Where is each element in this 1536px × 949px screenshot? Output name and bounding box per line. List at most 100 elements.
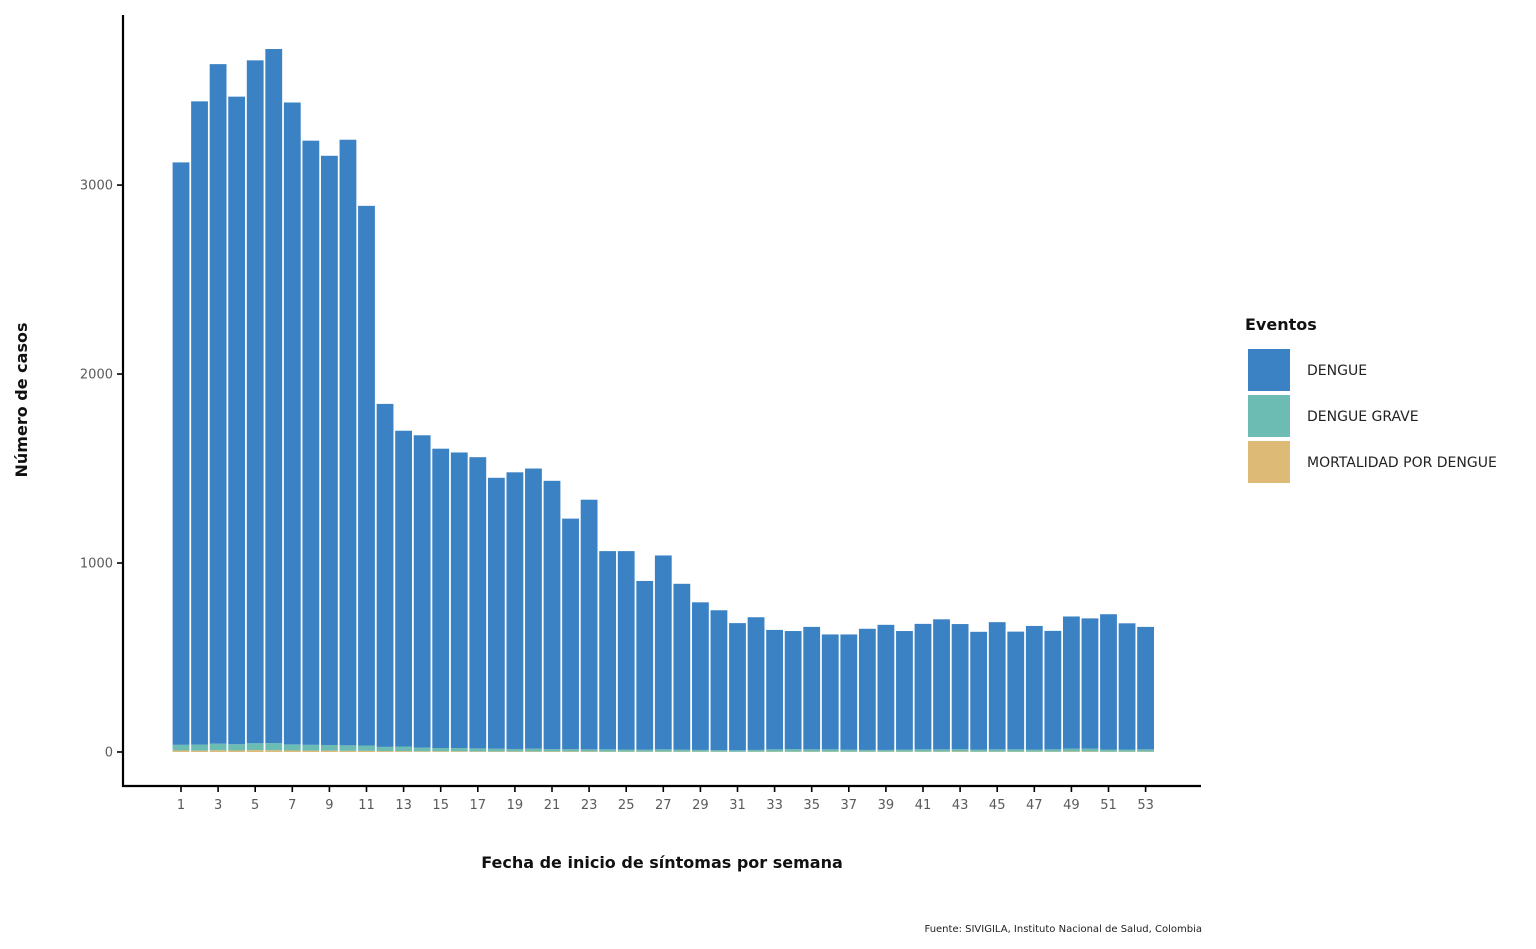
bar-dengue-week-28 xyxy=(673,583,691,750)
bar-dengue-week-24 xyxy=(599,551,617,750)
bar-dengue-week-16 xyxy=(450,452,468,749)
bar-dengue-grave-week-38 xyxy=(858,749,876,752)
bar-dengue-week-36 xyxy=(821,634,839,750)
bar-dengue-week-19 xyxy=(506,472,524,749)
bar-dengue-grave-week-22 xyxy=(562,749,579,752)
bar-dengue-week-53 xyxy=(1137,626,1154,750)
bar-dengue-week-35 xyxy=(803,626,821,750)
bar-mortalidad-por-dengue-week-2 xyxy=(191,750,208,752)
x-tick-label-11: 11 xyxy=(358,798,375,813)
x-tick-label-5: 5 xyxy=(251,798,259,813)
bar-mortalidad-por-dengue-week-49 xyxy=(1063,751,1080,752)
bar-dengue-week-11 xyxy=(358,205,375,746)
bar-dengue-week-21 xyxy=(543,480,561,750)
bar-dengue-week-42 xyxy=(933,619,950,750)
bar-dengue-grave-week-19 xyxy=(506,748,524,752)
bar-dengue-grave-week-17 xyxy=(469,748,487,752)
bar-mortalidad-por-dengue-week-22 xyxy=(562,751,579,752)
y-tick-label-1000: 1000 xyxy=(80,557,113,572)
bar-dengue-week-8 xyxy=(302,140,320,745)
bar-mortalidad-por-dengue-week-50 xyxy=(1081,751,1099,752)
bar-dengue-grave-week-1 xyxy=(172,744,190,751)
bar-dengue-grave-week-36 xyxy=(821,749,839,752)
bar-dengue-grave-week-28 xyxy=(673,749,691,752)
bar-dengue-grave-week-52 xyxy=(1118,749,1136,752)
bar-dengue-grave-week-9 xyxy=(321,744,338,751)
bar-dengue-week-33 xyxy=(766,629,783,750)
bar-dengue-week-22 xyxy=(562,518,579,750)
bar-dengue-week-32 xyxy=(747,617,765,750)
bar-dengue-week-20 xyxy=(525,468,542,749)
bar-dengue-grave-week-39 xyxy=(877,749,895,752)
bar-dengue-week-44 xyxy=(970,631,988,750)
x-tick-label-21: 21 xyxy=(544,798,561,813)
bar-mortalidad-por-dengue-week-12 xyxy=(376,751,394,752)
y-tick-label-3000: 3000 xyxy=(80,179,113,194)
bar-mortalidad-por-dengue-week-13 xyxy=(395,751,412,752)
bar-dengue-grave-week-29 xyxy=(692,749,709,752)
x-tick-label-31: 31 xyxy=(729,798,746,813)
bar-mortalidad-por-dengue-week-43 xyxy=(951,751,969,752)
x-tick-label-43: 43 xyxy=(952,798,969,813)
legend-key-mortalidad-por-dengue xyxy=(1248,441,1290,483)
bar-dengue-grave-week-23 xyxy=(580,749,598,752)
y-tick-label-0: 0 xyxy=(105,745,113,760)
x-tick-label-7: 7 xyxy=(288,798,296,813)
x-axis-title: Fecha de inicio de síntomas por semana xyxy=(481,853,843,872)
bar-dengue-grave-week-12 xyxy=(376,746,394,752)
bar-dengue-week-25 xyxy=(617,551,635,750)
bar-mortalidad-por-dengue-week-10 xyxy=(339,750,357,752)
x-tick-label-19: 19 xyxy=(507,798,524,813)
bar-mortalidad-por-dengue-week-20 xyxy=(525,751,542,752)
x-tick-label-41: 41 xyxy=(915,798,932,813)
x-tick-label-51: 51 xyxy=(1100,798,1117,813)
bar-dengue-week-52 xyxy=(1118,623,1136,750)
bar-dengue-grave-week-4 xyxy=(228,744,246,751)
bar-dengue-week-45 xyxy=(988,622,1006,750)
x-tick-label-47: 47 xyxy=(1026,798,1043,813)
bar-dengue-grave-week-16 xyxy=(450,748,468,752)
bar-dengue-grave-week-18 xyxy=(487,748,505,752)
x-tick-label-23: 23 xyxy=(581,798,598,813)
bar-mortalidad-por-dengue-week-19 xyxy=(506,751,524,752)
x-tick-label-39: 39 xyxy=(878,798,895,813)
x-tick-label-35: 35 xyxy=(803,798,820,813)
bar-dengue-grave-week-44 xyxy=(970,749,988,752)
y-tick-label-2000: 2000 xyxy=(80,368,113,383)
x-tick-label-9: 9 xyxy=(325,798,333,813)
bar-dengue-grave-week-7 xyxy=(283,744,301,751)
bar-mortalidad-por-dengue-week-7 xyxy=(283,750,301,752)
bar-dengue-grave-week-34 xyxy=(784,749,802,752)
legend: Eventos DENGUE DENGUE GRAVE MORTALIDAD POR… xyxy=(1245,315,1497,483)
x-tick-label-15: 15 xyxy=(432,798,449,813)
bar-dengue-week-27 xyxy=(654,555,672,750)
bar-dengue-week-47 xyxy=(1025,625,1043,750)
bar-mortalidad-por-dengue-week-1 xyxy=(172,750,190,752)
bar-dengue-week-5 xyxy=(246,60,264,744)
bar-mortalidad-por-dengue-week-4 xyxy=(228,750,246,752)
bar-dengue-grave-week-21 xyxy=(543,749,561,752)
bar-dengue-week-41 xyxy=(914,623,932,750)
bar-dengue-week-6 xyxy=(265,49,283,744)
bar-mortalidad-por-dengue-week-11 xyxy=(358,750,375,752)
x-tick-label-27: 27 xyxy=(655,798,672,813)
bar-dengue-grave-week-35 xyxy=(803,749,821,752)
bar-mortalidad-por-dengue-week-21 xyxy=(543,751,561,752)
x-tick-label-49: 49 xyxy=(1063,798,1080,813)
bar-dengue-week-1 xyxy=(172,162,190,745)
bar-dengue-week-30 xyxy=(710,610,728,751)
bar-dengue-week-9 xyxy=(321,155,338,745)
bar-dengue-week-14 xyxy=(413,435,431,748)
bar-mortalidad-por-dengue-week-3 xyxy=(209,750,227,752)
bar-dengue-week-49 xyxy=(1063,616,1080,749)
legend-label-mortalidad-por-dengue: MORTALIDAD POR DENGUE xyxy=(1307,455,1497,471)
bar-mortalidad-por-dengue-week-18 xyxy=(487,751,505,752)
bar-dengue-grave-week-47 xyxy=(1025,749,1043,752)
bar-dengue-grave-week-30 xyxy=(710,750,728,752)
bar-dengue-grave-week-25 xyxy=(617,749,635,752)
x-tick-label-37: 37 xyxy=(841,798,858,813)
bar-dengue-grave-week-14 xyxy=(413,747,431,752)
bar-dengue-grave-week-40 xyxy=(896,749,913,752)
bar-mortalidad-por-dengue-week-15 xyxy=(432,751,450,752)
